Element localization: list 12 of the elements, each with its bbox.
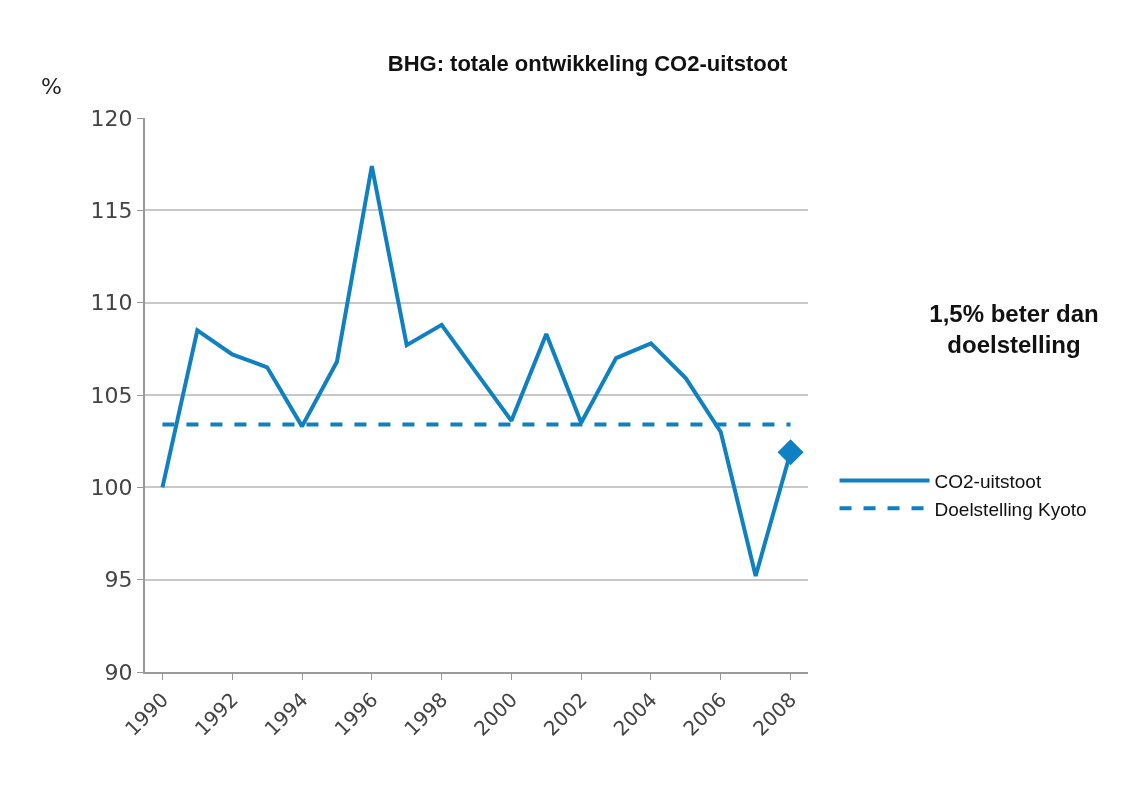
text: 1,5% beter dan doelstelling xyxy=(929,300,1099,359)
y-tick-label: 100 xyxy=(90,475,133,501)
legend-label: Doelstelling Kyoto xyxy=(934,498,1087,520)
y-tick-label: 115 xyxy=(90,198,133,224)
y-tick-label: 95 xyxy=(104,567,133,593)
y-tick-label: 105 xyxy=(90,382,133,408)
y-tick-label: 120 xyxy=(90,105,133,131)
legend-label: CO2-uitstoot xyxy=(934,470,1042,492)
chart-title: BHG: totale ontwikkeling CO2-uitstoot xyxy=(387,50,789,76)
y-tick-label: 90 xyxy=(104,659,133,685)
y-axis-title: % xyxy=(41,74,62,99)
y-tick-label: 110 xyxy=(90,290,133,316)
